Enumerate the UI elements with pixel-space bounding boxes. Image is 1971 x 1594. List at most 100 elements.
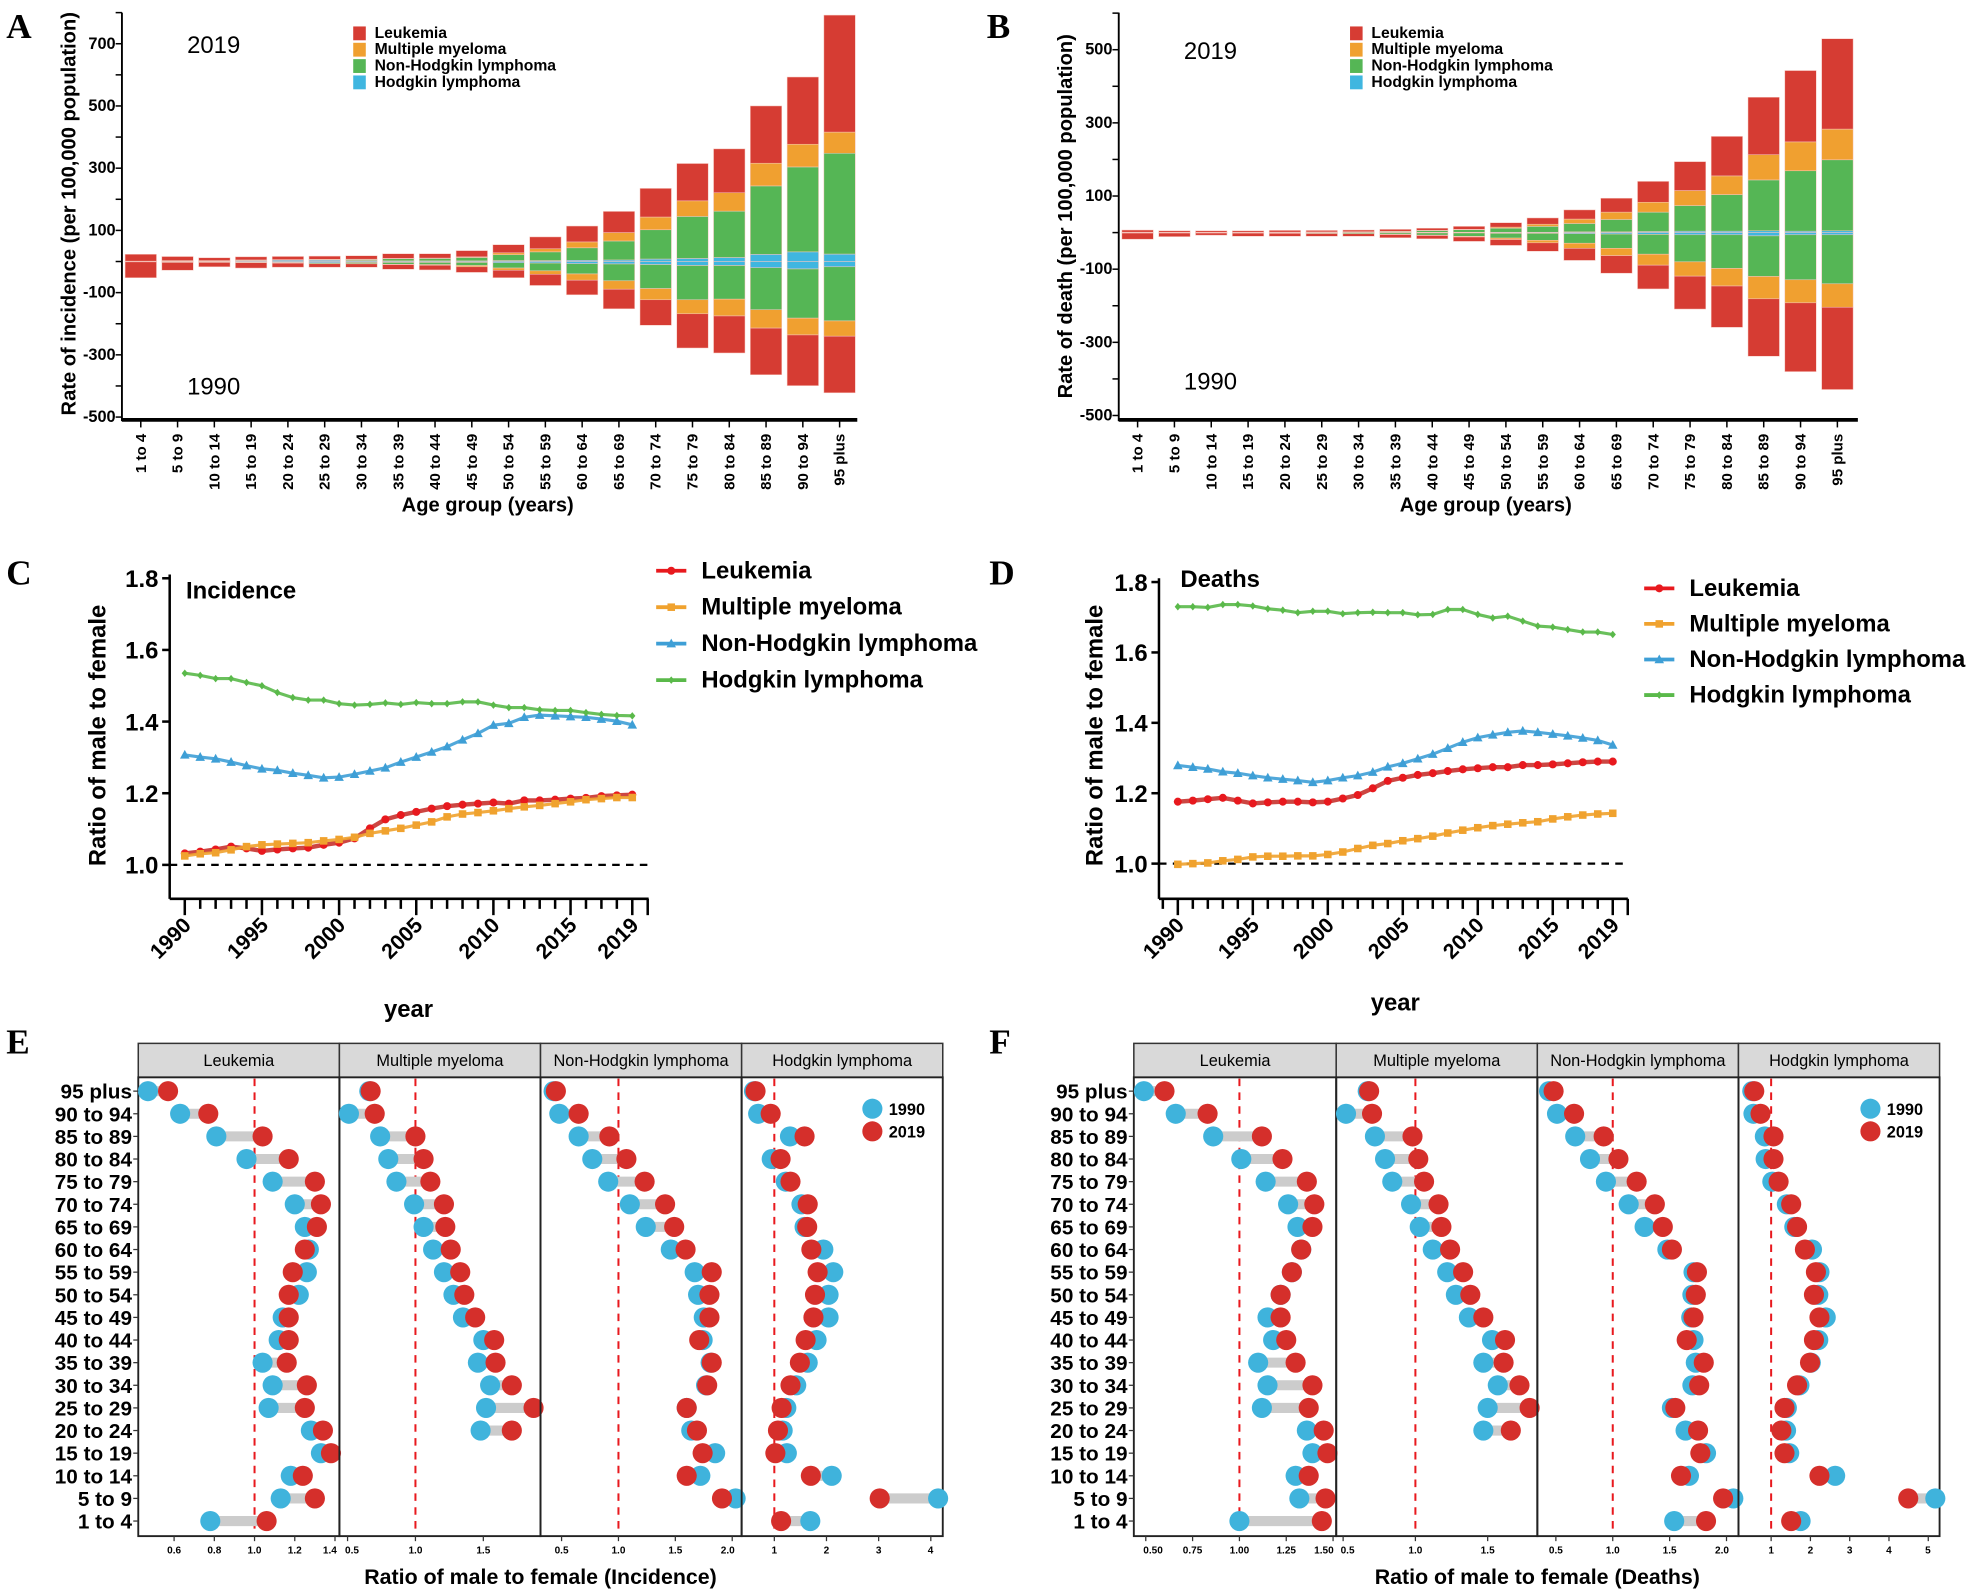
legend-marker-line_mm (667, 603, 676, 611)
dot-1990 (1487, 1375, 1508, 1396)
dot-2019 (1665, 1397, 1686, 1418)
bar-1990-leukemia (1453, 236, 1486, 242)
data-point-line_nhl (1203, 763, 1213, 773)
data-point-line_mm (227, 846, 235, 854)
data-point-line_nhl (1218, 766, 1228, 776)
data-point-line_leukemia (1218, 793, 1227, 802)
bar-1990-multiple_myeloma (1563, 242, 1596, 249)
data-point-line_mm (1474, 823, 1482, 832)
dot-2019 (1302, 1216, 1323, 1237)
dot-2019 (278, 1148, 299, 1170)
x-tick-label: 95 plus (1829, 434, 1846, 486)
dot-2019 (1781, 1510, 1802, 1532)
x-tick-label: 80 to 84 (1719, 433, 1736, 490)
data-point-line_nhl (1428, 749, 1438, 758)
dot-2019 (797, 1194, 818, 1215)
data-point-line_hl (428, 699, 435, 708)
data-point-line_nhl (1233, 768, 1243, 777)
data-point-line_mm (1204, 859, 1212, 867)
bar-1990-leukemia (455, 266, 488, 273)
dot-2019 (1564, 1103, 1585, 1124)
data-point-line_nhl (1278, 774, 1288, 783)
y-tick-label: 1.8 (125, 566, 158, 593)
bar-1990-non_hodgkin (382, 262, 415, 265)
bar-1990-leukemia (1268, 233, 1301, 237)
dot-2019 (771, 1510, 792, 1532)
x-tick-label: 90 to 94 (795, 433, 812, 490)
y-tick-label: 1 to 4 (78, 1511, 133, 1534)
bar-2019-non_hodgkin (566, 247, 599, 261)
data-point-line_leukemia (1518, 761, 1527, 770)
data-point-line_nhl (534, 710, 545, 719)
y-tick-label: 30 to 34 (55, 1375, 133, 1398)
data-point-line_leukemia (458, 800, 467, 809)
x-tick-label: 1.0 (248, 1546, 262, 1557)
data-point-line_nhl (627, 719, 638, 729)
bar-1990-multiple_myeloma (529, 270, 562, 275)
dot-2019 (1359, 1081, 1380, 1102)
dot-1990 (1257, 1375, 1278, 1396)
facet-title: Non-Hodgkin lymphoma (1550, 1052, 1726, 1070)
bar-1990-non_hodgkin (1563, 233, 1596, 244)
bar-1990-leukemia (1342, 233, 1375, 237)
dot-1990 (1422, 1239, 1443, 1260)
data-point-line_hl (1489, 614, 1496, 622)
legend-marker-line_nhl (1654, 654, 1665, 664)
x-tick-label: 55 to 59 (1535, 434, 1552, 490)
x-tick-label: 1.0 (1606, 1546, 1620, 1557)
data-point-line_nhl (1248, 770, 1258, 780)
data-point-line_hl (366, 700, 374, 709)
bar-2019-leukemia (1121, 229, 1154, 233)
data-point-line_nhl (550, 710, 560, 720)
x-tick-label: 0.5 (1341, 1546, 1355, 1557)
facet-title: Hodgkin lymphoma (772, 1052, 913, 1070)
data-point-line_leukemia (396, 811, 405, 820)
data-point-line_hl (243, 678, 250, 687)
bar-1990-non_hodgkin (455, 262, 488, 266)
data-point-line_leukemia (1413, 770, 1422, 779)
data-point-line_mm (520, 803, 529, 811)
dot-2019 (1809, 1465, 1830, 1486)
bar-1990-hodgkin (676, 261, 709, 266)
data-point-line_hl (1384, 608, 1391, 617)
dot-1990 (252, 1352, 273, 1373)
bar-2019-leukemia (235, 256, 268, 261)
bar-1990-multiple_myeloma (1821, 283, 1854, 308)
bar-1990-hodgkin (1784, 232, 1817, 236)
dot-2019 (655, 1194, 676, 1215)
data-point-line_nhl (241, 760, 252, 770)
data-point-line_hl (1204, 603, 1211, 612)
x-tick-label: 0.50 (1143, 1546, 1163, 1557)
dot-2019 (701, 1262, 722, 1283)
y-tick-label: 100 (88, 221, 115, 239)
bar-1990-leukemia (823, 335, 856, 394)
data-point-line_nhl (1517, 725, 1528, 735)
facet-title: Non-Hodgkin lymphoma (553, 1052, 729, 1070)
x-axis-title: Ratio of male to female (Deaths) (1375, 1565, 1700, 1589)
dot-2019 (1402, 1126, 1423, 1147)
dot-2019 (454, 1284, 475, 1305)
dot-2019 (800, 1465, 821, 1486)
dot-1990 (475, 1397, 497, 1418)
legend-swatch-hodgkin (1350, 75, 1363, 90)
facet-panel (539, 1076, 743, 1538)
dot-2019 (501, 1375, 522, 1396)
dot-2019 (664, 1216, 685, 1237)
dot-1990 (1335, 1103, 1357, 1124)
dot-2019 (1688, 1420, 1709, 1441)
data-point-line_hl (212, 674, 219, 683)
y-tick-label: -300 (1080, 333, 1113, 351)
bar-1990-leukemia (271, 262, 304, 268)
dot-2019 (1787, 1375, 1808, 1396)
dot-2019 (767, 1420, 789, 1441)
dot-2019 (1270, 1284, 1291, 1305)
data-point-line_nhl (565, 711, 576, 721)
bar-1990-leukemia (1195, 232, 1228, 236)
legend-label: Non-Hodgkin lymphoma (375, 57, 557, 74)
data-point-line_mm (458, 810, 467, 818)
dot-2019 (523, 1397, 544, 1418)
dot-1990 (779, 1126, 801, 1147)
legend-label: Non-Hodgkin lymphoma (1689, 646, 1966, 673)
data-point-line_hl (1249, 602, 1256, 610)
data-point-line_mm (1429, 832, 1437, 840)
